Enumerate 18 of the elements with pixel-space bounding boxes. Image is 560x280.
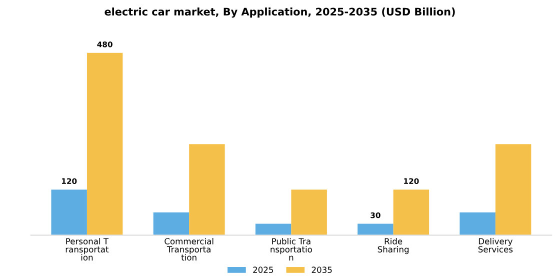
bar [358, 224, 394, 236]
x-tick-label: Personal T ransportat ion [66, 238, 109, 261]
bar [51, 190, 87, 236]
bar [460, 212, 496, 236]
bar [153, 212, 190, 236]
x-tick-label: Commercial Transporta tion [164, 238, 214, 261]
x-tick-label: Ride Sharing [378, 238, 409, 254]
legend-label: 2025 [253, 266, 274, 273]
x-tick-label: Public Tra nsportatio n [270, 238, 312, 260]
bar [189, 144, 225, 236]
chart-title: electric car market, By Application, 2025-2035 (USD Billion) [104, 8, 455, 18]
bar [495, 144, 532, 236]
x-tick-label: Delivery Services [478, 238, 513, 252]
bar [86, 52, 123, 236]
bar [393, 190, 430, 236]
bar [255, 224, 292, 236]
legend-label: 2035 [312, 266, 332, 273]
bar [291, 190, 327, 236]
